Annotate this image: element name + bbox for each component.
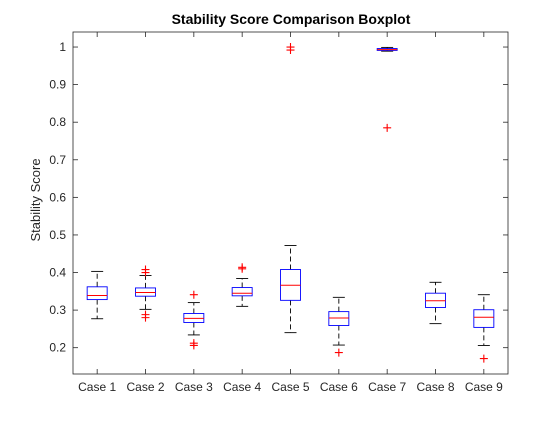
outlier-marker [189, 290, 198, 299]
plot-frame [72, 31, 509, 375]
x-tick-label: Case 7 [368, 380, 406, 394]
outlier-marker [238, 264, 247, 273]
y-tick-label: 0.5 [49, 228, 66, 242]
y-tick-label: 0.4 [49, 266, 66, 280]
y-tick-label: 0.6 [49, 190, 66, 204]
y-tick-label: 1 [59, 40, 66, 54]
x-tick-label: Case 1 [78, 380, 116, 394]
outlier-marker [334, 348, 343, 357]
x-tick-label: Case 4 [223, 380, 261, 394]
y-axis-label: Stability Score [28, 158, 43, 241]
x-tick-label: Case 2 [126, 380, 164, 394]
box [231, 287, 253, 297]
box [328, 311, 350, 326]
box [86, 286, 108, 301]
outlier-marker [479, 354, 488, 363]
y-tick-label: 0.8 [49, 115, 66, 129]
outlier-marker [286, 46, 295, 55]
outlier-marker [383, 123, 392, 132]
box [473, 309, 495, 328]
chart-title: Stability Score Comparison Boxplot [172, 11, 411, 27]
y-tick-label: 0.9 [49, 78, 66, 92]
y-tick-label: 0.7 [49, 153, 66, 167]
y-tick-label: 0.3 [49, 303, 66, 317]
outlier-marker [141, 313, 150, 322]
x-tick-label: Case 5 [271, 380, 309, 394]
x-tick-label: Case 3 [175, 380, 213, 394]
y-tick-label: 0.2 [49, 341, 66, 355]
x-tick-label: Case 8 [416, 380, 454, 394]
plot-area: 0.2 0.3 0.4 0.5 0.6 0.7 0.8 0.9 1 Case 1 Case 2 Cas… [49, 31, 509, 394]
x-tick-label: Case 6 [320, 380, 358, 394]
x-tick-label: Case 9 [465, 380, 503, 394]
outlier-marker [189, 341, 198, 350]
outlier-marker [141, 268, 150, 277]
